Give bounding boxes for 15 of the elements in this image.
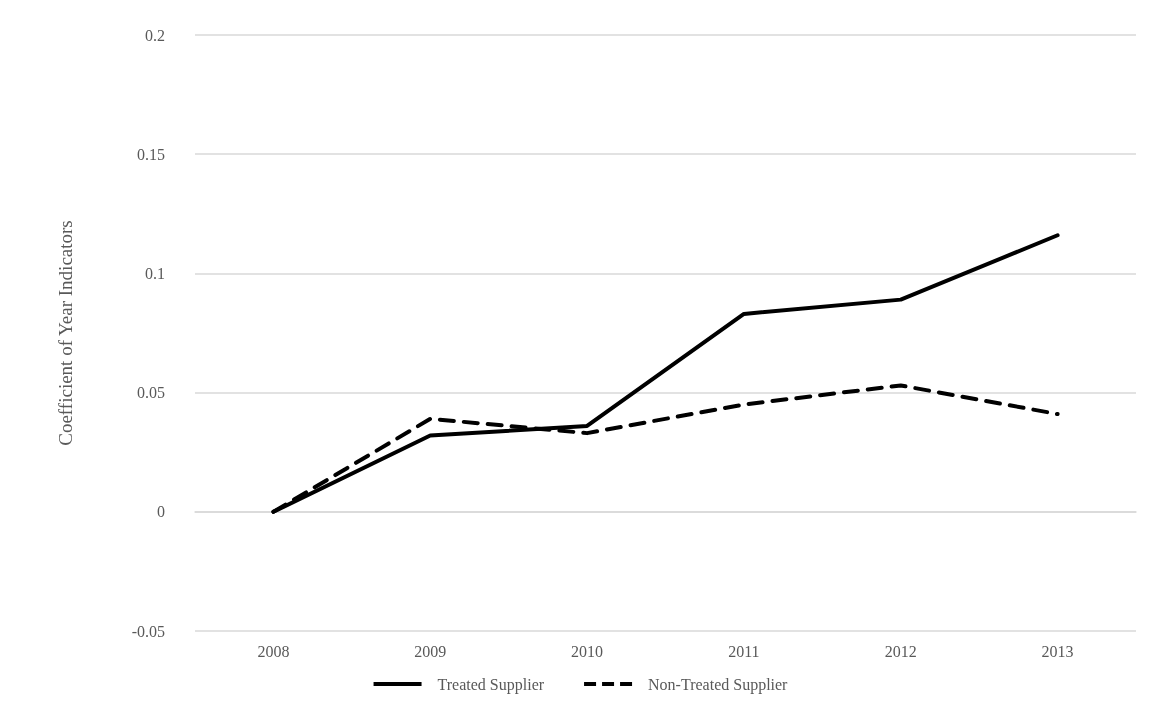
x-tick-label: 2013 — [1041, 642, 1074, 660]
y-tick-label: 0.05 — [137, 384, 165, 402]
y-axis-title: Coefficient of Year Indicators — [55, 220, 76, 446]
y-tick-label: 0.2 — [145, 26, 165, 44]
y-tick-label: 0.1 — [145, 264, 165, 282]
x-tick-label: 2008 — [257, 642, 290, 660]
x-tick-label: 2009 — [414, 642, 447, 660]
y-tick-label: -0.05 — [131, 622, 165, 640]
legend-label: Non-Treated Supplier — [648, 675, 789, 694]
legend-label: Treated Supplier — [437, 675, 545, 694]
x-tick-label: 2010 — [571, 642, 604, 660]
x-tick-label: 2012 — [884, 642, 917, 660]
y-tick-label: 0.15 — [137, 145, 165, 163]
y-tick-label: 0 — [157, 503, 165, 521]
x-tick-label: 2011 — [728, 642, 760, 660]
